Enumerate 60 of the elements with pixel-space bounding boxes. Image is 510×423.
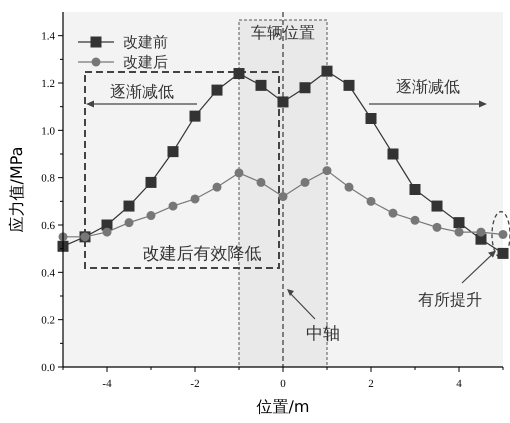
annotation: 改建后有效降低 [142, 244, 262, 264]
point [344, 80, 354, 91]
x-tick-label: 0 [280, 378, 286, 390]
point [278, 96, 288, 108]
y-tick-label: 0.2 [41, 314, 55, 327]
x-tick-label: 2 [368, 378, 374, 390]
point [300, 82, 310, 94]
y-tick-label: 1.2 [41, 78, 55, 90]
y-tick-label: 1.4 [41, 30, 56, 43]
y-tick-label: 0.0 [41, 362, 56, 374]
point [234, 68, 244, 80]
point [168, 146, 178, 158]
point [322, 166, 332, 176]
point [256, 178, 266, 187]
legend-label: 改建后 [123, 53, 168, 71]
point [190, 110, 200, 122]
point [322, 66, 332, 77]
point [498, 230, 508, 239]
y-tick-label: 0.4 [41, 267, 56, 280]
point [454, 217, 464, 228]
y-tick-label: 0.8 [41, 172, 56, 185]
point [476, 228, 486, 237]
point [432, 222, 442, 232]
annotation: 逐渐减低 [110, 82, 174, 101]
annotation: 有所提升 [418, 290, 482, 309]
point [146, 211, 156, 220]
point [124, 218, 134, 228]
point [498, 248, 508, 259]
x-axis-title: 位置/m [256, 397, 310, 416]
y-axis-title: 应力值/MPa [7, 146, 26, 232]
point [432, 200, 442, 212]
point [58, 240, 68, 252]
point [190, 194, 200, 204]
point [278, 192, 288, 202]
point [168, 202, 178, 211]
point [234, 168, 244, 178]
ref-line-label: 中轴 [306, 324, 340, 344]
point [388, 208, 398, 218]
point [124, 200, 134, 212]
point [300, 178, 310, 187]
point [454, 228, 464, 237]
point [410, 216, 420, 225]
y-tick-label: 1.0 [41, 125, 56, 138]
point [212, 84, 222, 96]
point [146, 176, 156, 188]
point [102, 228, 112, 237]
point [366, 113, 376, 124]
point [256, 80, 266, 91]
x-tick-label: -2 [190, 378, 200, 390]
band-label: 车辆位置 [251, 23, 315, 42]
point [410, 184, 420, 195]
x-tick-label: -4 [102, 378, 112, 390]
annotation: 逐渐减低 [396, 77, 460, 96]
point [366, 196, 376, 206]
y-tick-label: 0.6 [41, 220, 56, 232]
x-tick-label: 4 [456, 378, 462, 390]
point [344, 182, 354, 192]
point [212, 182, 222, 192]
point [388, 148, 398, 160]
legend-label: 改建前 [123, 33, 168, 51]
